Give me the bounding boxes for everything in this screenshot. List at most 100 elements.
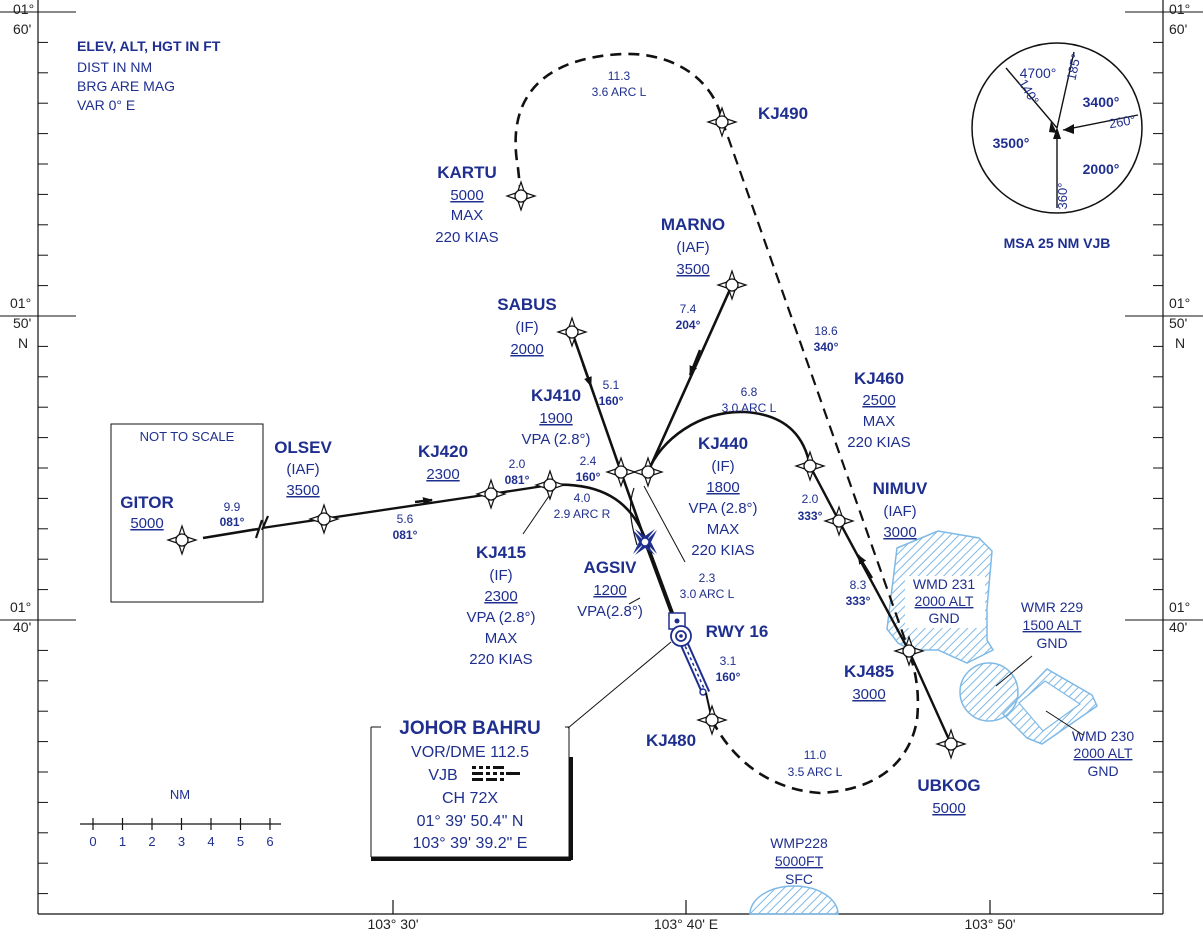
kj440-arc	[646, 410, 812, 473]
kj440-name: KJ440	[698, 434, 748, 453]
lat-50-ns-right: N	[1175, 335, 1185, 351]
navaid-name: JOHOR BAHRU	[399, 718, 540, 739]
marno-leg	[646, 284, 734, 473]
kj460-leg-dist: 2.0	[802, 492, 819, 506]
navaid-freq: VOR/DME 112.5	[411, 744, 529, 761]
kj420-leg-brg: 081°	[505, 473, 530, 487]
msa-2000: 2000°	[1083, 161, 1120, 177]
kj440-max: MAX	[707, 521, 740, 538]
marno-role: (IAF)	[676, 239, 709, 256]
scale-tick-label: 6	[266, 834, 273, 849]
kj440-alt: 1800	[706, 479, 739, 496]
agsiv-arc-dist: 2.3	[699, 571, 716, 585]
kj420-leg-dist: 2.0	[509, 457, 526, 471]
lon-40-label: 103° 40' E	[654, 916, 718, 932]
scale-tick-label: 5	[237, 834, 244, 849]
nimuv-kj485	[837, 520, 911, 652]
nimuv-name: NIMUV	[873, 479, 928, 498]
kj480-arc-desc: 3.5 ARC L	[788, 765, 843, 779]
morse-code-icon	[472, 766, 520, 781]
navaid-lon: 103° 39' 39.2" E	[413, 835, 528, 852]
olsev-leg-dist: 5.6	[397, 512, 414, 526]
kj410-name: KJ410	[531, 386, 581, 405]
gitor-leg-dist: 9.9	[224, 500, 241, 514]
wmp228-area	[749, 885, 839, 915]
kj415-arc-dist: 4.0	[574, 491, 591, 505]
procedure-tracks	[202, 52, 953, 795]
kj420-name: KJ420	[418, 442, 468, 461]
kj490-leg-dist: 18.6	[814, 324, 838, 338]
navaid-channel: CH 72X	[442, 790, 498, 807]
wmp228-upper: 5000FT	[775, 853, 824, 869]
sabus-leg-brg: 160°	[599, 394, 624, 408]
wmr229-upper: 1500 ALT	[1023, 617, 1082, 633]
kj480-fix	[697, 705, 727, 735]
vor-dme-symbol	[668, 612, 692, 647]
gitor-fix	[167, 525, 197, 555]
kj420-alt: 2300	[426, 466, 459, 483]
rwy-name: RWY 16	[706, 622, 769, 641]
nimuv-alt: 3000	[883, 524, 916, 541]
rwy-leg-dist: 3.1	[720, 654, 737, 668]
wmd230-lower: GND	[1087, 763, 1118, 779]
kj490-leg	[720, 119, 911, 652]
scale-title: NM	[170, 787, 190, 802]
ubkog-alt: 5000	[932, 800, 965, 817]
lat-50-ns-left: N	[18, 335, 28, 351]
lon-30-label: 103° 30'	[367, 916, 418, 932]
gitor-olsev-leg	[202, 527, 259, 540]
scale-tick-label: 2	[148, 834, 155, 849]
nimuv-leg-dist: 8.3	[850, 578, 867, 592]
lat-40-deg-right: 01°	[1169, 599, 1190, 615]
sabus-name: SABUS	[497, 295, 557, 314]
nimuv-fix	[824, 506, 854, 536]
kj415-alt: 2300	[484, 588, 517, 605]
ubkog-fix	[936, 729, 966, 759]
kj410-vpa: VPA (2.8°)	[521, 431, 590, 448]
olsev-alt: 3500	[286, 482, 319, 499]
kj485-name: KJ485	[844, 662, 894, 681]
note-dist: DIST IN NM	[77, 59, 152, 75]
kj480-arc	[710, 650, 920, 795]
scale-tick-label: 1	[119, 834, 126, 849]
marno-leg-dist: 7.4	[680, 302, 697, 316]
kj490-fix	[707, 107, 737, 137]
agsiv-arc-desc: 3.0 ARC L	[680, 587, 735, 601]
kj460-nimuv	[808, 465, 841, 522]
kj490-leg-brg: 340°	[814, 340, 839, 354]
nimuv-leg-brg: 333°	[846, 594, 871, 608]
lat-40-min-right: 40'	[1169, 619, 1187, 635]
kartu-alt: 5000	[450, 187, 483, 204]
olsev-leg-brg: 081°	[393, 528, 418, 542]
marno-fix	[717, 270, 747, 300]
kj420-fix	[476, 479, 506, 509]
gitor-alt: 5000	[130, 515, 163, 532]
airspace-labels: WMD 231 2000 ALT GND WMR 229 1500 ALT GN…	[770, 576, 1134, 887]
lat-50-min-right: 50'	[1169, 315, 1187, 331]
agsiv-name: AGSIV	[584, 558, 638, 577]
lat-40-min-left: 40'	[13, 619, 31, 635]
kj480-name: KJ480	[646, 731, 696, 750]
kj440-fix	[633, 457, 663, 487]
kartu-arc-desc: 3.6 ARC L	[592, 85, 647, 99]
kj415-role: (IF)	[489, 567, 512, 584]
agsiv-to-kj410-arc	[629, 487, 638, 546]
kj440-arc-desc: 3.0 ARC L	[722, 401, 777, 415]
kj460-speed: 220 KIAS	[847, 434, 910, 451]
wmd230-name: WMD 230	[1072, 728, 1134, 744]
kj485-ubkog	[907, 650, 953, 745]
navaid-ident: VJB	[428, 767, 457, 784]
kj440-vpa: VPA (2.8°)	[688, 500, 757, 517]
msa-3400: 3400°	[1083, 94, 1120, 110]
scale-tick-label: 4	[207, 834, 214, 849]
kj490-name: KJ490	[758, 104, 808, 123]
kartu-fix	[506, 181, 536, 211]
kj440-role: (IF)	[711, 458, 734, 475]
sabus-role: (IF)	[515, 319, 538, 336]
marno-leg-brg: 204°	[676, 318, 701, 332]
agsiv-vpa: VPA(2.8°)	[577, 603, 643, 620]
scale-tick-label: 0	[89, 834, 96, 849]
lat-60-min-right: 60'	[1169, 21, 1187, 37]
